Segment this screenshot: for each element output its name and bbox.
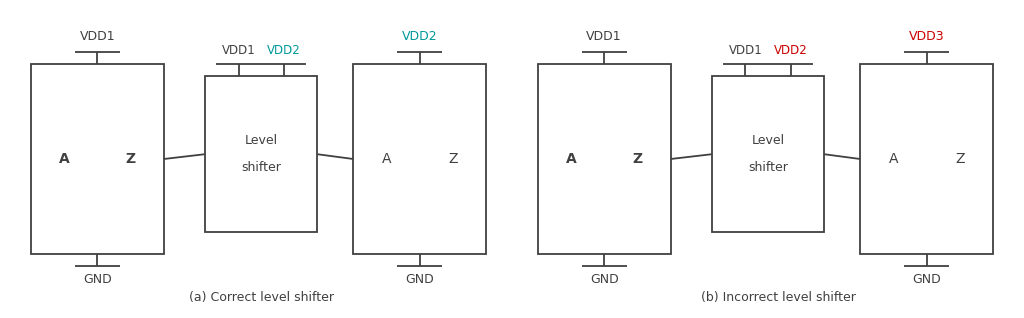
Bar: [353, 64, 486, 254]
Text: Z: Z: [449, 152, 458, 166]
Bar: [538, 64, 671, 254]
Text: VDD2: VDD2: [402, 30, 437, 43]
Text: Z: Z: [955, 152, 965, 166]
Text: VDD1: VDD1: [222, 44, 255, 57]
Bar: [712, 76, 824, 232]
Text: GND: GND: [406, 273, 434, 287]
Text: shifter: shifter: [749, 161, 787, 174]
Text: (b) Incorrect level shifter: (b) Incorrect level shifter: [700, 291, 856, 304]
Text: A: A: [58, 152, 70, 166]
Text: Z: Z: [126, 152, 135, 166]
Bar: [31, 64, 164, 254]
Text: GND: GND: [83, 273, 112, 287]
Text: VDD2: VDD2: [267, 44, 300, 57]
Text: A: A: [382, 152, 391, 166]
Text: A: A: [889, 152, 898, 166]
Text: GND: GND: [590, 273, 618, 287]
Text: Level: Level: [752, 135, 784, 147]
Text: VDD3: VDD3: [909, 30, 944, 43]
Text: shifter: shifter: [242, 161, 281, 174]
Text: VDD2: VDD2: [774, 44, 807, 57]
Text: A: A: [565, 152, 577, 166]
Bar: [205, 76, 317, 232]
Text: (a) Correct level shifter: (a) Correct level shifter: [188, 291, 334, 304]
Text: Z: Z: [633, 152, 642, 166]
Text: VDD1: VDD1: [729, 44, 762, 57]
Text: Level: Level: [245, 135, 278, 147]
Text: VDD1: VDD1: [587, 30, 622, 43]
Text: VDD1: VDD1: [80, 30, 115, 43]
Text: GND: GND: [912, 273, 941, 287]
Bar: [860, 64, 993, 254]
